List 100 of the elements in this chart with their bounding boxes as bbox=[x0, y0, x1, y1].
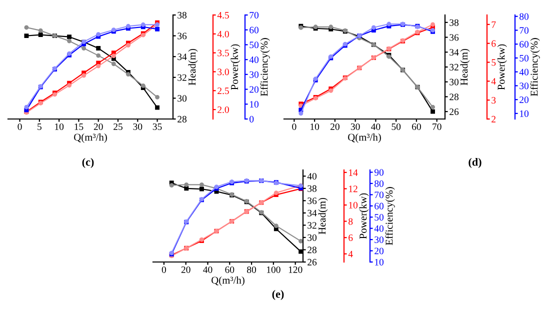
y3-tick-label: 30 bbox=[250, 71, 259, 78]
y2-tick-label: 3.5 bbox=[218, 50, 229, 56]
y3-axis-title: Efficiency(%) bbox=[385, 187, 395, 246]
x-axis-title: Q(m³/h) bbox=[212, 276, 244, 286]
x-tick-label: 0 bbox=[18, 123, 22, 130]
y3-tick-label: 20 bbox=[250, 86, 259, 93]
x-axis-title: Q(m³/h) bbox=[74, 133, 107, 143]
y3-tick-label: 30 bbox=[374, 236, 384, 244]
y3-tick-label: 10 bbox=[375, 258, 384, 266]
x-tick-label: 15 bbox=[74, 123, 84, 130]
x-tick-label: 20 bbox=[330, 123, 340, 130]
y2-axis-title: Power(kw) bbox=[497, 44, 507, 90]
y2-axis-title: Power(kw) bbox=[359, 193, 369, 239]
y-tick-label: 28 bbox=[450, 94, 459, 100]
y3-tick-label: 60 bbox=[520, 41, 529, 48]
y-axis-title: Head(m) bbox=[318, 198, 328, 234]
y-tick-label: 28 bbox=[308, 246, 317, 254]
y2-tick-label: 6 bbox=[348, 234, 353, 242]
y2-tick-label: 7 bbox=[492, 21, 496, 28]
y-tick-label: 32 bbox=[308, 222, 316, 229]
y-tick-label: 34 bbox=[178, 54, 187, 60]
y3-tick-label: 50 bbox=[520, 54, 529, 62]
y3-tick-label: 10 bbox=[250, 101, 259, 108]
y3-tick-label: 40 bbox=[374, 225, 384, 232]
y3-axis-title: Efficiency(%) bbox=[530, 38, 540, 96]
x-tick-label: 25 bbox=[114, 123, 122, 130]
x-tick-label: 40 bbox=[203, 266, 212, 274]
y2-tick-label: 3.0 bbox=[218, 68, 229, 76]
y-tick-label: 28 bbox=[178, 116, 187, 122]
y-tick-label: 38 bbox=[178, 12, 187, 18]
x-tick-label: 60 bbox=[225, 266, 234, 274]
text: (e) bbox=[272, 290, 284, 300]
y3-tick-label: 70 bbox=[250, 12, 259, 18]
x-axis-title: Q(m³/h) bbox=[348, 133, 381, 143]
x-tick-label: 120 bbox=[288, 266, 302, 274]
x-tick-label: 30 bbox=[133, 123, 142, 130]
y2-tick-label: 5 bbox=[492, 59, 496, 66]
x-tick-label: 0 bbox=[162, 266, 166, 274]
y2-tick-label: 14 bbox=[349, 169, 358, 176]
y2-tick-label: 12 bbox=[349, 186, 358, 192]
y3-tick-label: 40 bbox=[519, 68, 529, 76]
y-tick-label: 30 bbox=[308, 234, 317, 241]
y2-tick-label: 2.0 bbox=[218, 106, 229, 114]
y2-tick-label: 4 bbox=[491, 78, 496, 85]
x-tick-label: 0 bbox=[292, 123, 296, 130]
text: (d) bbox=[468, 158, 482, 168]
y2-tick-label: 8 bbox=[348, 218, 353, 225]
y-tick-label: 38 bbox=[450, 19, 459, 26]
y3-tick-label: 0 bbox=[250, 116, 254, 122]
y3-axis-title: Efficiency(%) bbox=[260, 38, 270, 96]
y-tick-label: 32 bbox=[178, 74, 186, 81]
y-tick-label: 36 bbox=[308, 198, 317, 204]
y-tick-label: 36 bbox=[178, 32, 187, 40]
x-tick-label: 100 bbox=[267, 266, 280, 274]
y3-tick-label: 90 bbox=[374, 169, 384, 176]
y-tick-label: 40 bbox=[307, 173, 317, 180]
y3-tick-label: 20 bbox=[374, 248, 384, 254]
x-tick-label: 5 bbox=[38, 124, 42, 130]
y3-tick-label: 70 bbox=[374, 192, 384, 198]
y-tick-label: 34 bbox=[450, 49, 459, 56]
y3-tick-label: 30 bbox=[520, 82, 529, 90]
y-tick-label: 36 bbox=[450, 34, 459, 41]
y-tick-label: 34 bbox=[308, 210, 317, 216]
x-tick-label: 20 bbox=[94, 123, 103, 130]
y3-tick-label: 70 bbox=[520, 27, 529, 34]
y-tick-label: 26 bbox=[450, 108, 459, 116]
y3-tick-label: 80 bbox=[374, 180, 384, 187]
x-tick-label: 10 bbox=[310, 123, 320, 130]
y3-tick-label: 10 bbox=[520, 110, 529, 117]
y2-axis-title: Power(kw) bbox=[230, 44, 240, 90]
y2-tick-label: 4.0 bbox=[217, 30, 229, 38]
y2-tick-label: 10 bbox=[349, 202, 358, 208]
y-tick-label: 30 bbox=[450, 78, 459, 86]
y-tick-label: 26 bbox=[308, 258, 317, 266]
x-tick-label: 40 bbox=[371, 123, 380, 130]
x-tick-label: 60 bbox=[412, 123, 421, 130]
y2-tick-label: 2 bbox=[492, 116, 496, 122]
y3-tick-label: 80 bbox=[520, 13, 529, 20]
y2-tick-label: 4.5 bbox=[217, 12, 229, 19]
x-tick-label: 80 bbox=[247, 266, 256, 274]
y-tick-label: 38 bbox=[308, 185, 317, 192]
y2-tick-label: 4 bbox=[348, 250, 353, 258]
x-tick-label: 20 bbox=[181, 266, 190, 274]
y3-tick-label: 20 bbox=[520, 96, 529, 104]
y3-tick-label: 40 bbox=[249, 56, 259, 64]
y2-tick-label: 3 bbox=[492, 97, 496, 104]
x-tick-label: 70 bbox=[432, 123, 442, 130]
text: (c) bbox=[82, 158, 94, 168]
y-tick-label: 32 bbox=[450, 64, 458, 70]
x-tick-label: 30 bbox=[350, 123, 360, 130]
x-tick-label: 10 bbox=[55, 123, 64, 130]
x-tick-label: 50 bbox=[392, 123, 401, 130]
x-tick-label: 35 bbox=[152, 123, 162, 130]
y-axis-title: Head(m) bbox=[188, 48, 198, 86]
y3-tick-label: 50 bbox=[250, 42, 259, 48]
y2-tick-label: 2.5 bbox=[218, 88, 229, 94]
y3-tick-label: 60 bbox=[374, 202, 384, 210]
y-tick-label: 30 bbox=[178, 95, 187, 102]
y3-tick-label: 50 bbox=[374, 214, 384, 221]
y3-tick-label: 60 bbox=[250, 26, 259, 34]
